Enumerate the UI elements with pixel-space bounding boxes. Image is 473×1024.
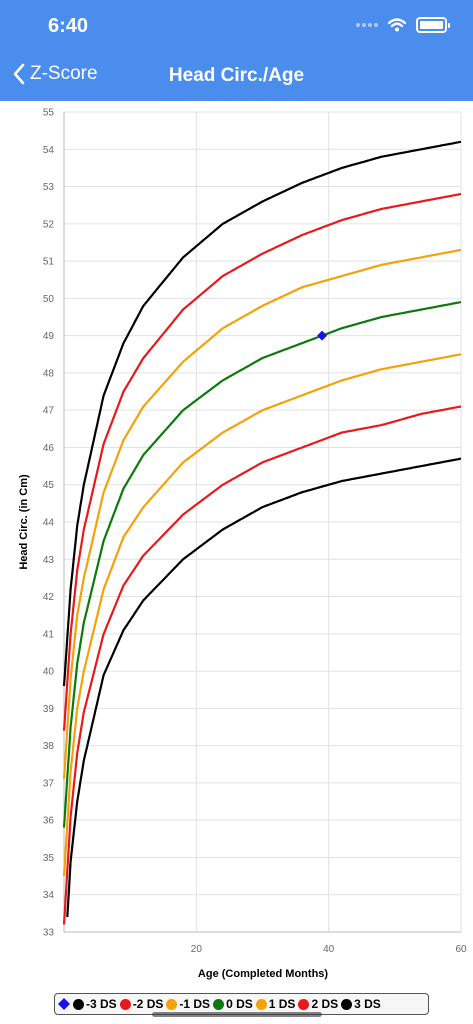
legend-swatch [119,998,131,1010]
y-tick-label: 51 [43,257,55,268]
legend-label: -2 DS [132,997,164,1011]
y-tick-label: 40 [43,667,55,678]
legend-label: 1 DS [268,997,296,1011]
x-tick-label: 20 [191,944,203,955]
legend-swatch [341,998,353,1010]
legend-item: -1 DS [166,997,210,1011]
status-time: 6:40 [48,15,89,37]
y-tick-label: 35 [43,853,55,864]
series-line--3ds [66,457,462,918]
battery-icon [416,17,450,33]
head-circumference-chart: 33 34 35 36 37 38 39 40 41 42 43 44 45 46 47 48 49 50 51 52… [18,108,467,981]
y-tick-label: 42 [43,592,55,603]
signal-dots-icon [356,23,378,27]
legend-label: 2 DS [311,997,339,1011]
y-tick-label: 54 [43,145,55,156]
measurement-diamond-icon [58,998,70,1010]
y-tick-label: 50 [43,294,55,305]
series-line--2ds [62,405,462,925]
y-tick-label: 44 [43,518,55,529]
y-tick-label: 45 [43,480,55,491]
y-tick-label: 52 [43,219,55,230]
data-points [317,330,328,341]
back-button[interactable]: Z-Score [12,63,98,85]
legend-item: 0 DS [213,997,253,1011]
series-line-2ds [62,192,462,731]
series-lines [62,140,462,925]
y-tick-label: 38 [43,741,55,752]
y-tick-label: 34 [43,890,55,901]
back-label: Z-Score [30,63,98,84]
y-tick-label: 41 [43,629,55,640]
series-line--1ds [62,353,462,877]
y-tick-label: 36 [43,816,55,827]
legend-item: 2 DS [298,997,338,1011]
y-tick-label: 33 [43,928,55,939]
series-line-0ds [62,301,462,828]
legend-label: -1 DS [179,997,211,1011]
y-tick-label: 46 [43,443,55,454]
measurement-point [317,330,328,341]
y-tick-label: 48 [43,368,55,379]
y-tick-label: 39 [43,704,55,715]
legend-item: -3 DS [73,997,117,1011]
legend-swatch [73,998,84,1010]
x-tick-labels: 20 40 60 [191,944,467,955]
legend-swatch [298,998,310,1010]
legend-label: 3 DS [354,997,381,1011]
home-indicator [152,1012,322,1017]
legend-swatch [213,998,225,1010]
y-tick-label: 53 [43,182,55,193]
series-line-1ds [62,248,462,780]
y-tick-label: 47 [43,406,55,417]
x-axis-title: Age (Completed Months) [198,968,328,980]
legend-swatch [166,998,178,1010]
legend-item: 1 DS [255,997,296,1011]
wifi-icon [388,18,406,32]
y-tick-label: 55 [43,108,55,119]
x-tick-label: 40 [323,944,335,955]
chevron-left-icon [13,63,25,85]
series-line-3ds [62,140,462,687]
status-icons [356,17,450,33]
legend-item: -2 DS [119,997,164,1011]
y-axis-title: Head Circ. (in Cm) [18,474,30,570]
legend-swatch [255,998,267,1010]
grid [63,111,462,933]
chart-legend: -3 DS -2 DS -1 DS 0 DS 1 DS 2 DS 3 DS [54,993,429,1015]
y-tick-labels: 33 34 35 36 37 38 39 40 41 42 43 44 45 46 47 48 49 50 51 52… [43,108,55,939]
header: 6:40 Z-Score Head Circ./Age [0,0,473,101]
y-tick-label: 49 [43,331,55,342]
y-tick-label: 43 [43,555,55,566]
legend-label: -3 DS [86,997,117,1011]
page-title: Head Circ./Age [168,65,305,86]
legend-item: 3 DS [341,997,381,1011]
y-tick-label: 37 [43,778,55,789]
x-tick-label: 60 [455,944,467,955]
legend-label: 0 DS [226,997,253,1011]
